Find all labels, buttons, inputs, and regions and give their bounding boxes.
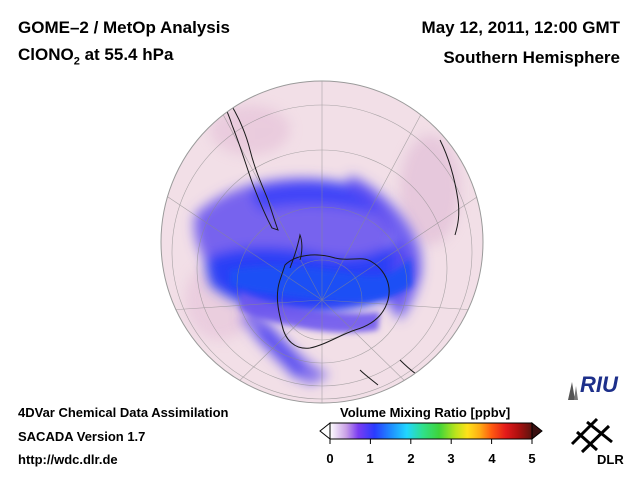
colorbar xyxy=(319,421,543,444)
colorbar-title: Volume Mixing Ratio [ppbv] xyxy=(340,405,511,420)
graticule xyxy=(164,81,481,403)
footer-url[interactable]: http://wdc.dlr.de xyxy=(18,452,118,467)
title-line1: GOME–2 / MetOp Analysis xyxy=(18,18,230,37)
colorbar-tick-5: 5 xyxy=(528,451,536,466)
riu-text: RIU xyxy=(580,372,618,397)
footer-line1: 4DVar Chemical Data Assimilation xyxy=(18,405,229,420)
hemisphere-label: Southern Hemisphere xyxy=(443,48,620,67)
colorbar-high-arrow xyxy=(531,421,543,441)
colorbar-tick-0: 0 xyxy=(326,451,334,466)
footer-line2: SACADA Version 1.7 xyxy=(18,429,146,444)
analysis-datetime: May 12, 2011, 12:00 GMT xyxy=(421,18,620,37)
colorbar-tick-1: 1 xyxy=(366,451,374,466)
globe-outline xyxy=(160,80,484,404)
colorbar-tick-2: 2 xyxy=(407,451,415,466)
dlr-emblem-icon xyxy=(570,417,613,454)
title-line2: ClONO2 at 55.4 hPa xyxy=(18,45,173,67)
colorbar-tick-3: 3 xyxy=(447,451,455,466)
colorbar-tick-4: 4 xyxy=(488,451,496,466)
pressure-level: at 55.4 hPa xyxy=(79,45,174,64)
colorbar-gradient xyxy=(329,422,533,440)
dlr-logo: DLR xyxy=(565,414,625,470)
riu-emblem-icon xyxy=(568,382,578,400)
colorbar-low-arrow xyxy=(319,421,331,441)
dlr-text: DLR xyxy=(597,452,624,467)
riu-logo: RIU xyxy=(566,372,628,402)
species-name: ClONO xyxy=(18,45,74,64)
species-subscript: 2 xyxy=(73,55,80,68)
